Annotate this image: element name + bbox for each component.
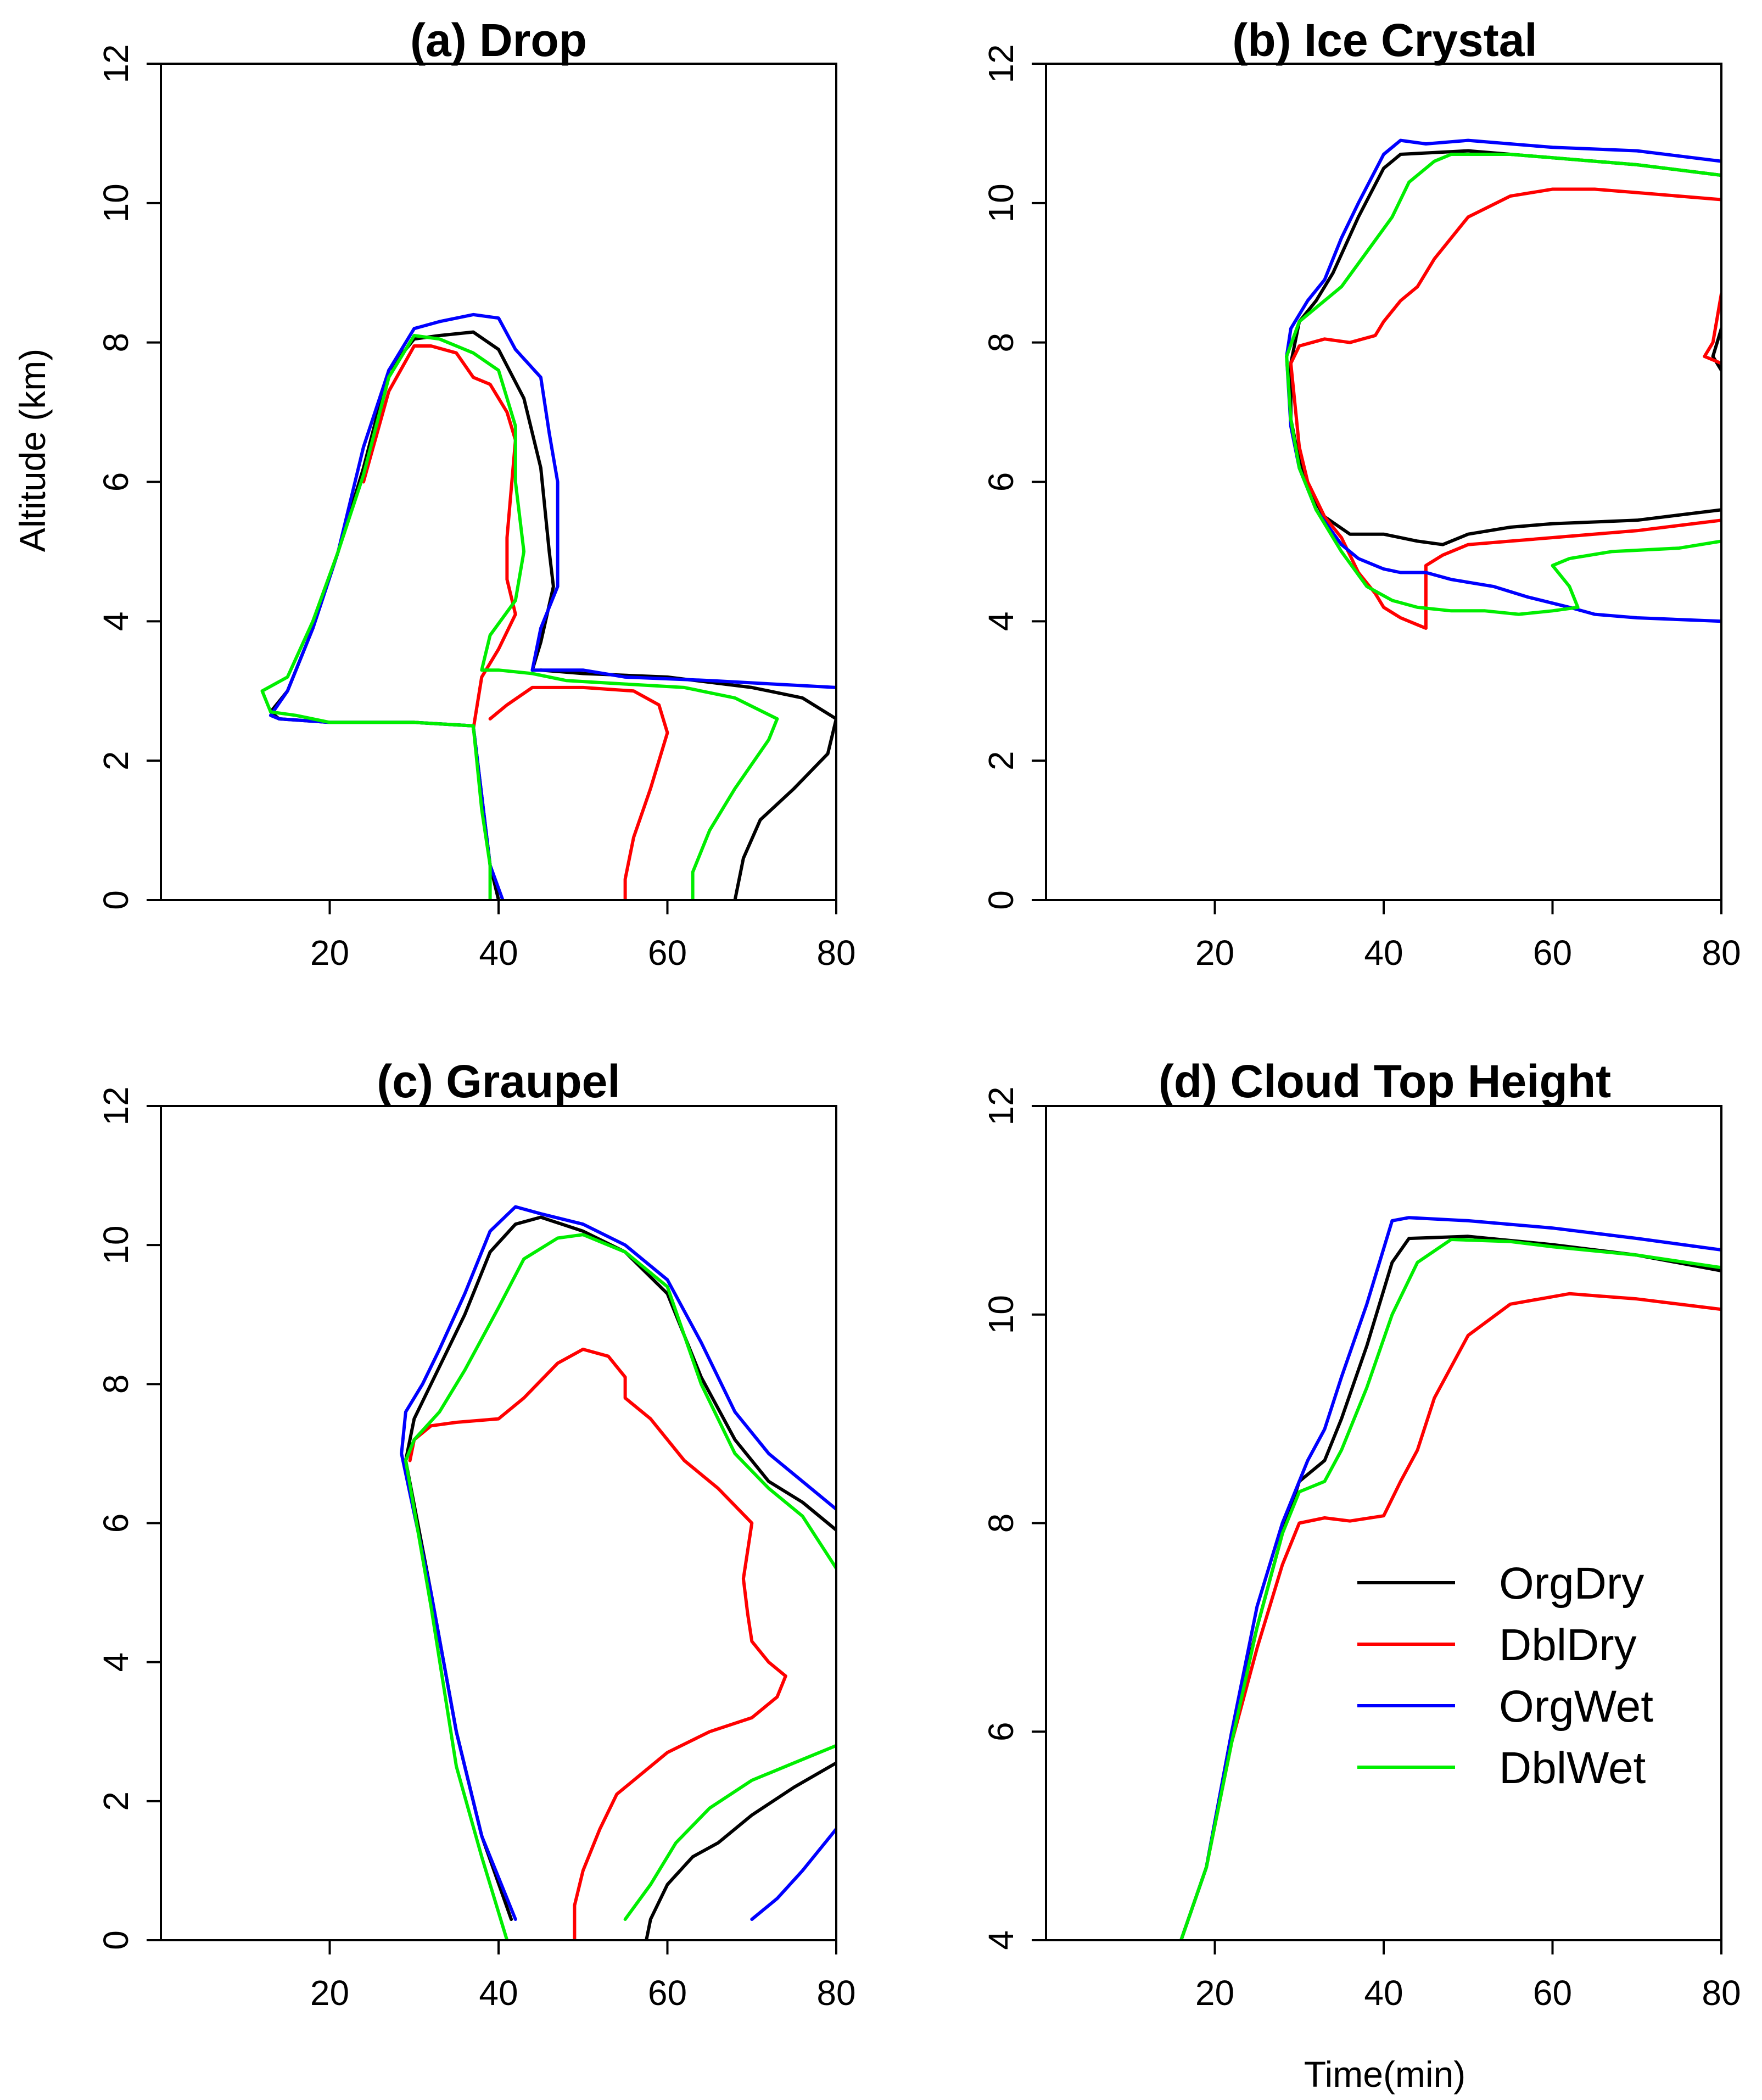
x-tick-label: 60	[1533, 933, 1572, 973]
y-tick-label: 6	[96, 472, 136, 492]
y-tick-label: 8	[981, 333, 1021, 353]
series-orgdry-line	[1711, 327, 1721, 372]
x-tick-label: 20	[1195, 1973, 1234, 2013]
y-tick-label: 6	[96, 1513, 136, 1533]
series-orgdry-line	[539, 668, 836, 900]
panel-c-title: (c) Graupel	[377, 1055, 620, 1107]
x-tick-label: 20	[1195, 933, 1234, 973]
x-tick-label: 40	[479, 1973, 518, 2013]
y-tick-label: 2	[96, 1791, 136, 1811]
y-tick-label: 10	[981, 1295, 1021, 1334]
x-tick-label: 60	[1533, 1973, 1572, 2013]
series-orgwet-line	[750, 1827, 836, 1921]
panel-d-plot: 20 40 60 80 4 6 8 10 12	[981, 1086, 1741, 2013]
y-tick-label: 4	[981, 1930, 1021, 1950]
series-dblwet-line	[260, 334, 534, 900]
y-tick-label: 4	[96, 612, 136, 632]
x-tick-label: 40	[479, 933, 518, 973]
panel-a-title: (a) Drop	[410, 14, 587, 66]
y-tick-label: 6	[981, 472, 1021, 492]
panel-c: (c) Graupel 20 40 60 80 0 2 4 6 8 10 12	[96, 1055, 856, 2013]
series-dbldry-line	[362, 344, 517, 731]
legend-label-orgwet: OrgWet	[1499, 1682, 1653, 1732]
y-tick-label: 6	[981, 1722, 1021, 1741]
panel-d-series-group	[1179, 1216, 1721, 1940]
y-tick-label: 12	[981, 1086, 1021, 1125]
series-dblwet-line	[530, 672, 779, 900]
y-tick-label: 4	[96, 1652, 136, 1672]
series-dblwet-line	[623, 1744, 836, 1921]
x-tick-label: 80	[816, 933, 855, 973]
series-dblwet-line	[1285, 355, 1721, 616]
series-dbldry-line	[488, 685, 669, 900]
series-dblwet-line	[1285, 153, 1721, 358]
series-orgwet-line	[530, 668, 836, 689]
panel-d-title: (d) Cloud Top Height	[1159, 1055, 1611, 1107]
series-dbldry-line	[1703, 292, 1721, 365]
legend-label-dblwet: DblWet	[1499, 1743, 1646, 1793]
y-tick-label: 8	[981, 1513, 1021, 1533]
series-dbldry-line	[1289, 361, 1721, 630]
panel-a-series-group	[260, 312, 836, 900]
y-tick-label: 2	[96, 751, 136, 770]
x-tick-label: 80	[1702, 1973, 1741, 2013]
y-tick-label: 10	[981, 183, 1021, 222]
x-tick-label: 40	[1364, 933, 1403, 973]
y-tick-label: 10	[96, 1226, 136, 1265]
series-dbldry-line	[1179, 1292, 1721, 1940]
legend-label-orgdry: OrgDry	[1499, 1559, 1644, 1608]
legend-label-dbldry: DblDry	[1499, 1620, 1637, 1670]
series-orgdry-line	[645, 1761, 836, 1940]
y-tick-label: 12	[981, 44, 1021, 83]
x-tick-label: 80	[816, 1973, 855, 2013]
x-tick-label: 60	[648, 933, 687, 973]
y-tick-label: 0	[981, 890, 1021, 910]
panel-d: (d) Cloud Top Height Time(min) 20 40 60 80 4…	[981, 1055, 1741, 2095]
y-tick-label: 10	[96, 183, 136, 222]
x-tick-label: 20	[310, 1973, 349, 2013]
y-tick-label: 12	[96, 44, 136, 83]
series-orgdry-line	[1289, 361, 1721, 546]
panel-a-plot: 20 40 60 80 0 2 4 6 8 10 12	[96, 44, 856, 973]
y-tick-label: 8	[96, 333, 136, 353]
panel-d-legend: OrgDry DblDry OrgWet DblWet	[1357, 1559, 1653, 1793]
panel-a: (a) Drop Altitude (km) 20 40 60 80 0 2 4 6 8 10 12	[12, 14, 856, 973]
y-tick-label: 4	[981, 612, 1021, 632]
series-dblwet-line	[1179, 1238, 1721, 1940]
panel-d-x-axis-label: Time(min)	[1304, 2054, 1466, 2095]
series-dblwet-line	[404, 1233, 836, 1940]
y-tick-label: 12	[96, 1086, 136, 1125]
panel-b: (b) Ice Crystal 20 40 60 80 0 2 4 6 8 10 12	[981, 14, 1741, 973]
panel-a-y-axis-label: Altitude (km)	[12, 349, 53, 552]
x-tick-label: 40	[1364, 1973, 1403, 2013]
series-dbldry-line	[1289, 187, 1721, 365]
x-tick-label: 20	[310, 933, 349, 973]
series-orgwet-line	[1179, 1216, 1721, 1940]
panel-c-plot: 20 40 60 80 0 2 4 6 8 10 12	[96, 1086, 856, 2013]
series-dbldry-line	[408, 1348, 787, 1940]
y-tick-label: 2	[981, 751, 1021, 770]
y-tick-label: 0	[96, 1930, 136, 1950]
y-tick-label: 0	[96, 890, 136, 910]
x-tick-label: 80	[1702, 933, 1741, 973]
x-tick-label: 60	[648, 1973, 687, 2013]
y-tick-label: 8	[96, 1375, 136, 1394]
panel-c-series-group	[400, 1205, 836, 1940]
panel-b-plot: 20 40 60 80 0 2 4 6 8 10 12	[981, 44, 1741, 973]
panel-b-series-group	[1285, 138, 1721, 630]
series-orgwet-line	[1285, 138, 1721, 358]
panel-b-title: (b) Ice Crystal	[1232, 14, 1537, 66]
